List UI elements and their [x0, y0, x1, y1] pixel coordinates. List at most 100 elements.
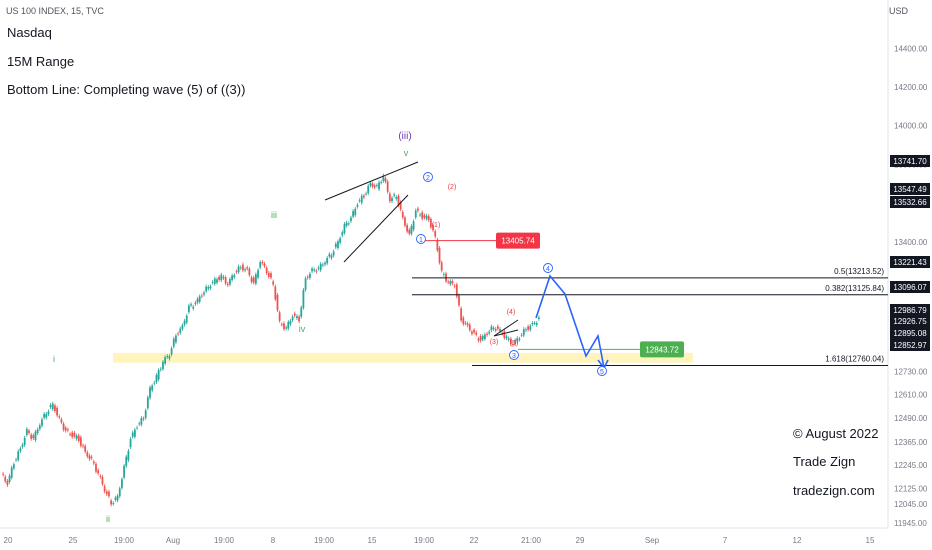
axis-price-tag-label: 13741.70: [893, 157, 927, 166]
x-tick-label: Sep: [645, 536, 660, 545]
x-tick-label: 21:00: [521, 536, 542, 545]
candle-body: [447, 281, 450, 283]
candle-body: [88, 455, 91, 459]
wave-label: 2: [426, 175, 430, 182]
axis-price-tag: [890, 256, 930, 268]
candle-body: [175, 335, 177, 343]
candle-body: [481, 336, 484, 340]
candle-body: [112, 503, 115, 505]
candle-body: [499, 328, 501, 332]
y-tick-label: 12365.00: [894, 438, 928, 447]
candle-body: [79, 437, 82, 446]
candle-body: [233, 275, 236, 278]
candle-body: [449, 281, 452, 285]
candle-body: [535, 323, 538, 326]
candle-body: [315, 270, 318, 272]
candle-body: [224, 277, 227, 284]
axis-price-tag: [890, 155, 930, 167]
candle-body: [196, 298, 199, 303]
axis-price-tag-label: 13547.49: [893, 185, 927, 194]
candle-body: [127, 450, 130, 461]
candle-body: [140, 418, 143, 425]
candle-body: [432, 224, 434, 231]
candle-body: [529, 325, 532, 330]
candle-body: [462, 317, 465, 325]
candle-body: [192, 306, 195, 309]
candle-body: [453, 285, 456, 287]
candle-body: [378, 182, 380, 190]
candle-body: [101, 476, 104, 485]
candle-body: [311, 268, 313, 272]
candle-body: [501, 332, 504, 334]
website-text: tradezign.com: [793, 483, 875, 498]
candle-body: [397, 195, 400, 206]
candle-body: [166, 355, 169, 358]
candle-body: [525, 329, 527, 331]
candle-body: [522, 329, 525, 336]
candle-body: [99, 476, 102, 477]
axis-price-tag-label: 12852.97: [893, 341, 927, 350]
candle-body: [218, 276, 221, 280]
wave-circle: [416, 234, 426, 244]
candle-body: [144, 410, 147, 418]
candle-body: [278, 312, 281, 321]
candle-body: [363, 195, 365, 198]
x-tick-label: 19:00: [214, 536, 235, 545]
candle-body: [514, 340, 517, 345]
candle-body: [399, 202, 402, 210]
candle-body: [412, 221, 415, 230]
candle-body: [183, 320, 186, 325]
candle-body: [490, 326, 493, 331]
candle-body: [242, 264, 244, 271]
wave-label: (3): [490, 339, 499, 346]
candle-body: [229, 279, 231, 285]
candle-body: [244, 269, 246, 271]
candle-body: [187, 305, 190, 313]
candle-body: [136, 427, 138, 429]
candle-body: [30, 434, 33, 439]
candle-body: [43, 413, 46, 418]
candle-body: [38, 425, 41, 430]
candle-body: [172, 338, 175, 347]
candle-body: [360, 195, 363, 203]
candle-body: [421, 212, 424, 219]
candle-body: [220, 274, 223, 281]
x-tick-label: 19:00: [114, 536, 135, 545]
candle-body: [56, 407, 58, 416]
brand-text: Trade Zign: [793, 454, 856, 469]
candle-body: [425, 215, 428, 219]
candle-body: [512, 344, 514, 345]
candle-body: [194, 302, 197, 305]
candle-body: [369, 183, 372, 186]
candle-body: [151, 385, 154, 391]
candle-body: [237, 266, 240, 272]
candle-body: [321, 264, 324, 266]
candle-body: [429, 218, 432, 228]
candle-body: [41, 419, 43, 426]
wedge-upper-line: [324, 161, 419, 201]
candle-body: [313, 269, 316, 271]
candle-body: [28, 430, 30, 433]
fib-level-label: 0.382(13125.84): [825, 284, 884, 293]
candle-body: [95, 463, 97, 472]
candle-body: [434, 231, 437, 237]
candle-body: [157, 370, 160, 380]
wave-label: (1): [432, 222, 441, 229]
candle-body: [280, 324, 283, 326]
axis-price-tag-label: 12926.75: [893, 317, 927, 326]
candle-body: [283, 323, 285, 330]
candle-body: [259, 262, 262, 268]
candle-body: [142, 418, 145, 420]
candle-body: [73, 432, 76, 437]
candle-body: [395, 197, 398, 199]
candle-body: [92, 461, 95, 464]
candle-body: [332, 251, 335, 256]
candle-body: [518, 338, 521, 340]
wave-label: 4: [546, 266, 550, 273]
candle-body: [343, 223, 346, 233]
candle-body: [125, 456, 128, 467]
candle-body: [479, 336, 482, 341]
candle-body: [505, 336, 508, 339]
candle-body: [341, 232, 344, 236]
